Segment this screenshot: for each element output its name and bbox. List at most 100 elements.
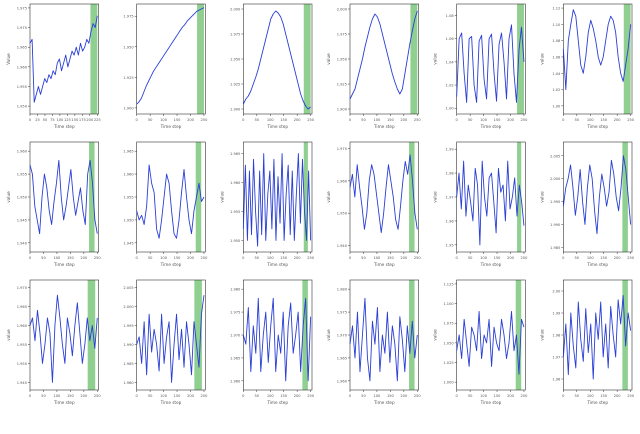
series-line (349, 297, 418, 382)
x-tick-label: 250 (627, 394, 635, 398)
x-tick-label: 100 (56, 118, 64, 122)
x-tick-label: 200 (400, 256, 408, 260)
y-tick-label: 1.950 (230, 58, 241, 62)
x-axis-label: Time step (266, 262, 288, 267)
x-tick-label: 250 (307, 256, 315, 260)
x-tick-label: 250 (627, 118, 635, 122)
x-tick-label: 0 (456, 118, 459, 122)
subplot-17: 1.000 1.025 1.050 1.075 1.100 1.125 0 50 100 150 2… (433, 279, 528, 405)
y-tick-label: 1.945 (123, 241, 133, 245)
series-line (562, 294, 632, 380)
y-tick-label: 1.965 (17, 46, 27, 50)
x-axis-label: Time step (373, 262, 395, 267)
x-tick-label: 200 (507, 256, 515, 260)
series-line (29, 294, 98, 383)
subplot-18: 1.96 1.97 1.98 1.99 2.00 0 50 100 150 200 250 Time … (539, 279, 635, 405)
y-tick-label: 1.925 (230, 83, 240, 87)
x-tick-label: 150 (494, 118, 502, 122)
x-tick-label: 50 (255, 394, 260, 398)
x-tick-label: 100 (480, 256, 488, 260)
forecast-region (194, 280, 202, 390)
y-tick-label: 1.990 (550, 223, 561, 227)
y-axis-label: value (6, 191, 11, 203)
series-line (136, 7, 205, 105)
x-tick-label: 100 (160, 394, 168, 398)
x-tick-label: 250 (94, 256, 102, 260)
x-tick-label: 50 (468, 118, 473, 122)
y-tick-label: 1.970 (230, 334, 241, 338)
y-tick-label: 1.965 (337, 356, 347, 360)
x-tick-label: 50 (255, 118, 260, 122)
y-tick-label: 1.990 (123, 343, 134, 347)
x-tick-label: 25 (35, 118, 40, 122)
y-tick-label: 1.950 (123, 218, 134, 222)
x-tick-label: 0 (242, 118, 245, 122)
x-tick-label: 250 (521, 118, 529, 122)
x-tick-label: 0 (562, 256, 565, 260)
y-tick-label: 1.10 (552, 23, 561, 27)
subplot-12: 1.985 1.990 1.995 2.000 2.005 0 50 100 150 200 250… (539, 141, 635, 267)
x-axis-label: Time step (53, 400, 75, 405)
plot-frame (29, 141, 99, 253)
x-tick-label: 50 (41, 394, 46, 398)
subplot-2: 1.900 1.925 1.950 1.975 0 50 100 150 200 250 Time … (123, 3, 208, 129)
x-tick-label: 0 (456, 394, 459, 398)
x-tick-label: 100 (480, 118, 488, 122)
series-line (456, 160, 525, 246)
subplot-1: 1.950 1.955 1.960 1.965 1.970 1.975 0 25 50 75 100… (6, 3, 101, 129)
x-tick-label: 150 (387, 118, 395, 122)
x-tick-label: 250 (201, 394, 209, 398)
x-axis-label: Time step (586, 124, 608, 129)
y-tick-label: 1.025 (443, 361, 453, 365)
series-line (456, 24, 525, 103)
x-tick-label: 50 (255, 256, 260, 260)
forecast-region (623, 4, 631, 114)
y-tick-label: 1.985 (123, 362, 133, 366)
x-tick-label: 0 (349, 118, 352, 122)
y-tick-label: 1.08 (446, 14, 455, 18)
x-axis-label: Time step (586, 262, 608, 267)
series-line (456, 310, 525, 375)
x-tick-label: 100 (587, 256, 595, 260)
forecast-region (409, 280, 415, 390)
x-tick-label: 200 (614, 256, 622, 260)
x-tick-label: 100 (160, 118, 168, 122)
subplot-8: 1.945 1.950 1.955 1.960 1.965 0 50 100 150 200 250… (123, 141, 208, 267)
x-axis-label: Time step (480, 124, 502, 129)
subplot-15: 1.960 1.965 1.970 1.975 1.980 0 50 100 150 200 250… (230, 279, 315, 405)
forecast-region (197, 4, 204, 114)
x-tick-label: 200 (507, 118, 515, 122)
x-tick-label: 200 (80, 256, 88, 260)
series-line (29, 15, 98, 103)
y-tick-label: 1.995 (123, 324, 133, 328)
forecast-region (622, 142, 628, 252)
x-axis-label: Time step (373, 400, 395, 405)
x-tick-label: 50 (468, 394, 473, 398)
y-tick-label: 1.960 (230, 379, 241, 383)
x-tick-label: 50 (575, 118, 580, 122)
y-tick-label: 1.000 (443, 381, 454, 385)
y-tick-label: 1.940 (337, 244, 348, 248)
x-tick-label: 250 (414, 394, 422, 398)
forecast-region (410, 4, 418, 114)
subplot-4: 1.900 1.925 1.950 1.975 2.000 0 50 100 150 200 250… (326, 3, 421, 129)
y-tick-label: 1.950 (230, 239, 241, 243)
y-tick-label: 1.100 (443, 302, 454, 306)
x-tick-label: 75 (50, 118, 55, 122)
y-tick-label: 1.960 (17, 324, 28, 328)
x-tick-label: 100 (267, 118, 275, 122)
y-tick-label: 1.985 (550, 246, 560, 250)
series-line (136, 295, 205, 383)
y-tick-label: 1.975 (230, 33, 240, 37)
y-tick-label: 1.900 (230, 108, 241, 112)
y-tick-label: 1.960 (123, 173, 134, 177)
x-tick-label: 100 (160, 256, 168, 260)
subplot-16: 1.960 1.965 1.970 1.975 1.980 0 50 100 150 200 250… (326, 279, 422, 405)
forecast-region (302, 280, 308, 390)
subplot-13: 1.945 1.950 1.955 1.960 1.965 1.970 0 50 100 150 2… (6, 279, 101, 405)
y-axis-label: value (219, 191, 224, 203)
x-tick-label: 0 (29, 118, 32, 122)
y-tick-label: 1.96 (446, 219, 455, 223)
x-tick-label: 0 (242, 256, 245, 260)
x-tick-label: 100 (373, 394, 381, 398)
